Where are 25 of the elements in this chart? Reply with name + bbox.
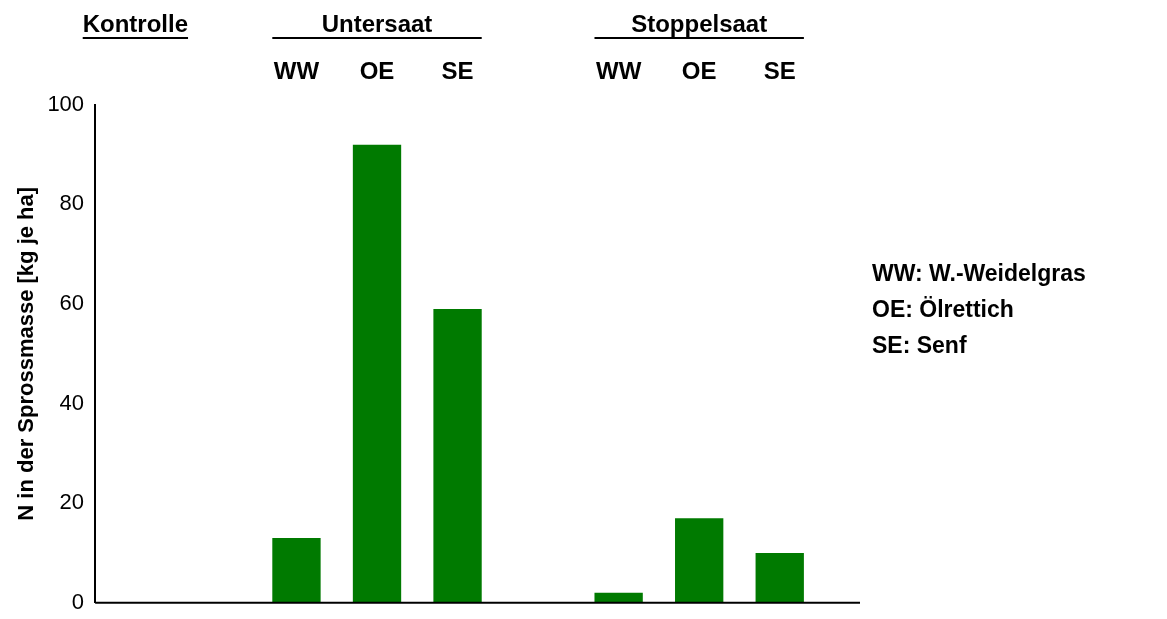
y-tick-label: 80 [59, 190, 85, 216]
x-tick-label: WW [595, 57, 642, 85]
text: Kontrolle [82, 10, 189, 37]
x-tick-label: SE [763, 57, 796, 85]
text: Untersaat [321, 10, 433, 37]
text: SE: Senf [872, 331, 968, 360]
y-tick-label: 100 [47, 90, 85, 116]
bar [272, 538, 321, 603]
bar [675, 518, 724, 603]
bar [594, 592, 643, 603]
y-tick-label: 60 [59, 290, 85, 316]
x-tick-label: OE [681, 57, 717, 85]
x-tick-label: WW [273, 57, 320, 85]
x-tick-label: SE [441, 57, 474, 85]
text: Stoppelsaat [631, 10, 768, 37]
y-tick-label: 0 [71, 588, 85, 614]
bar [352, 144, 402, 603]
bar [433, 308, 482, 603]
y-axis-title: N in der Sprossmasse [kg je ha] [13, 186, 39, 521]
bar [755, 553, 804, 603]
y-tick-label: 40 [59, 389, 85, 415]
text: WW: W.-Weidelgras [872, 259, 1086, 288]
y-tick-label: 20 [59, 489, 85, 515]
x-tick-label: OE [359, 57, 395, 85]
text: OE: Ölrettich [872, 295, 1015, 324]
